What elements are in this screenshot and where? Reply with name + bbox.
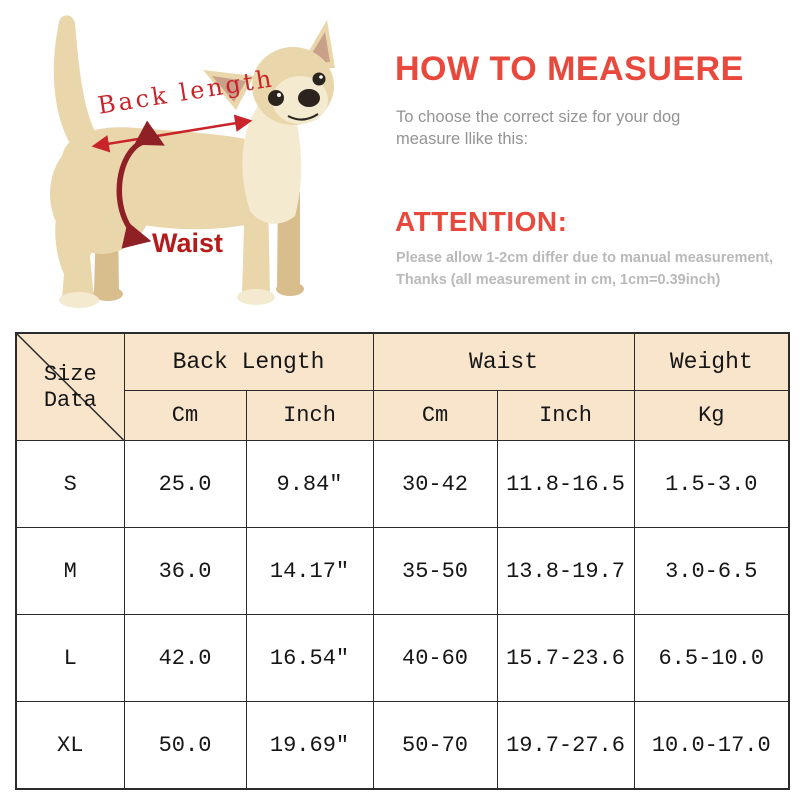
dog-nose (298, 89, 320, 107)
cell-back-inch: 9.84″ (245, 440, 374, 528)
cell-waist-cm: 40-60 (372, 614, 498, 702)
cell-size: L (15, 614, 125, 702)
howto-subtitle-line1: To choose the correct size for your dog (396, 108, 681, 126)
attention-note-line1: Please allow 1-2cm differ due to manual … (396, 250, 774, 266)
col-group-waist: Waist (372, 332, 635, 391)
cell-back-cm: 50.0 (123, 701, 247, 790)
corner-diagonal-line (17, 334, 124, 440)
col-group-back-length: Back Length (123, 332, 374, 391)
table-row-s: S 25.0 9.84″ 30-42 11.8-16.5 1.5-3.0 (15, 440, 790, 528)
cell-size: S (15, 440, 125, 528)
cell-weight: 6.5-10.0 (633, 614, 790, 702)
howto-title: HOW TO MEASUERE (395, 50, 744, 88)
dog-left-ear-inner (212, 76, 246, 102)
cell-back-cm: 25.0 (123, 440, 247, 528)
howto-subtitle-line2: measure llike this: (396, 130, 529, 149)
dog-far-eye-highlight (319, 75, 323, 79)
attention-title: ATTENTION: (395, 206, 568, 237)
dog-far-front-paw (276, 282, 304, 296)
dog-near-rear-paw (59, 292, 99, 308)
cell-back-cm: 36.0 (123, 527, 247, 615)
cell-weight: 10.0-17.0 (633, 701, 790, 790)
attention-note: Please allow 1-2cm differ due to manual … (396, 248, 773, 292)
table-row-m: M 36.0 14.17″ 35-50 13.8-19.7 3.0-6.5 (15, 527, 790, 615)
col-back-inch: Inch (245, 390, 374, 441)
cell-back-inch: 19.69″ (245, 701, 374, 790)
cell-waist-inch: 11.8-16.5 (496, 440, 635, 528)
chihuahua-illustration (50, 15, 335, 308)
dog-tail (53, 15, 98, 145)
col-waist-inch: Inch (496, 390, 635, 441)
dog-far-rear-paw (93, 287, 123, 301)
cell-size: M (15, 527, 125, 615)
cell-back-cm: 42.0 (123, 614, 247, 702)
attention-note-line2: Thanks (all measurement in cm, 1cm=0.39i… (396, 271, 721, 288)
corner-label: Size Data (43, 362, 97, 413)
cell-weight: 3.0-6.5 (633, 527, 790, 615)
size-table: Size Data Back Length Waist Weight Cm In… (15, 332, 791, 790)
cell-waist-cm: 50-70 (372, 701, 498, 790)
dog-chest (242, 104, 302, 224)
cell-size: XL (15, 701, 125, 790)
col-waist-cm: Cm (372, 390, 498, 441)
dog-body (62, 127, 277, 230)
dog-far-eye (312, 72, 326, 86)
cell-waist-inch: 15.7-23.6 (496, 614, 635, 702)
cell-waist-inch: 19.7-27.6 (496, 701, 635, 790)
cell-weight: 1.5-3.0 (633, 440, 790, 528)
col-group-weight: Weight (633, 332, 790, 391)
cell-waist-cm: 35-50 (372, 527, 498, 615)
cell-back-inch: 16.54″ (245, 614, 374, 702)
table-row-xl: XL 50.0 19.69″ 50-70 19.7-27.6 10.0-17.0 (15, 701, 790, 790)
dog-mouth (287, 113, 319, 121)
col-back-cm: Cm (123, 390, 247, 441)
table-row-l: L 42.0 16.54″ 40-60 15.7-23.6 6.5-10.0 (15, 614, 790, 702)
cell-waist-inch: 13.8-19.7 (496, 527, 635, 615)
dog-near-eye-highlight (277, 93, 281, 97)
cell-back-inch: 14.17″ (245, 527, 374, 615)
dog-diagram (22, 6, 367, 324)
howto-subtitle: To choose the correct size for your dog … (396, 106, 680, 151)
dog-near-front-paw (237, 289, 275, 305)
waist-label: Waist (152, 228, 224, 258)
dog-near-rear-leg (55, 184, 101, 299)
corner-cell-size-data: Size Data (15, 332, 125, 441)
col-weight-kg: Kg (633, 390, 790, 441)
cell-waist-cm: 30-42 (372, 440, 498, 528)
